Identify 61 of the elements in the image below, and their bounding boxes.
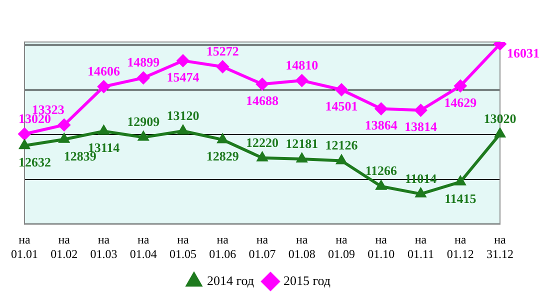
- data-label: 13020: [484, 110, 516, 126]
- x-tick-label: на 01.02: [50, 232, 78, 261]
- legend-label: 2014 год: [207, 272, 254, 288]
- data-label: 13120: [166, 108, 200, 123]
- data-label: 14688: [246, 93, 279, 108]
- point: [97, 80, 110, 94]
- point: [176, 54, 190, 68]
- x-tick-label: на 01.04: [130, 232, 157, 261]
- point: [295, 74, 308, 88]
- x-tick-label: на 01.11: [407, 232, 434, 261]
- point: [256, 151, 268, 162]
- point: [415, 187, 426, 198]
- point: [414, 104, 428, 117]
- data-label: 12220: [246, 134, 278, 150]
- point: [177, 124, 189, 135]
- data-label: 15474: [166, 70, 200, 85]
- x-tick-label: на 01.08: [288, 232, 316, 261]
- data-label: 14501: [325, 98, 358, 114]
- data-label: 14899: [127, 54, 160, 70]
- point: [138, 130, 150, 141]
- point: [336, 154, 348, 164]
- data-label: 12126: [325, 138, 358, 153]
- data-label: 13814: [404, 119, 438, 134]
- data-label: 14810: [286, 57, 318, 72]
- data-label: 13864: [364, 118, 398, 133]
- x-tick-label: на 01.07: [248, 232, 276, 261]
- data-label: 14606: [88, 63, 120, 78]
- data-label: 14629: [444, 94, 478, 110]
- point: [375, 180, 387, 190]
- point: [18, 139, 30, 150]
- point: [216, 133, 228, 144]
- point: [18, 127, 31, 140]
- point: [335, 83, 348, 96]
- x-tick-label: на 01.09: [328, 232, 355, 261]
- point: [58, 132, 70, 143]
- data-label: 11266: [365, 163, 398, 178]
- data-label: 12632: [18, 154, 51, 170]
- x-tick-label: на 01.06: [209, 232, 236, 261]
- point: [58, 118, 71, 132]
- point: [256, 78, 269, 91]
- point: [454, 175, 466, 186]
- data-label: 15272: [206, 44, 239, 59]
- point: [136, 71, 150, 84]
- point: [98, 124, 110, 135]
- point: [216, 60, 230, 74]
- data-label: 11415: [444, 190, 477, 206]
- x-tick-label: на 01.05: [170, 232, 196, 261]
- x-tick-label: на 01.03: [90, 232, 118, 261]
- point: [454, 79, 467, 92]
- x-tick-label: на 01.01: [11, 232, 38, 261]
- point: [494, 127, 506, 138]
- x-tick-label: на 01.12: [446, 232, 474, 261]
- data-label: 12909: [127, 114, 160, 130]
- point: [374, 102, 388, 116]
- point: [296, 152, 308, 163]
- x-tick-label: на 31.12: [486, 232, 514, 261]
- data-label: 12181: [286, 136, 318, 151]
- legend-label: 2015 год: [284, 272, 331, 288]
- data-label: 12829: [206, 148, 240, 164]
- x-tick-label: на 01.10: [368, 232, 395, 261]
- data-label: 16031: [507, 45, 540, 60]
